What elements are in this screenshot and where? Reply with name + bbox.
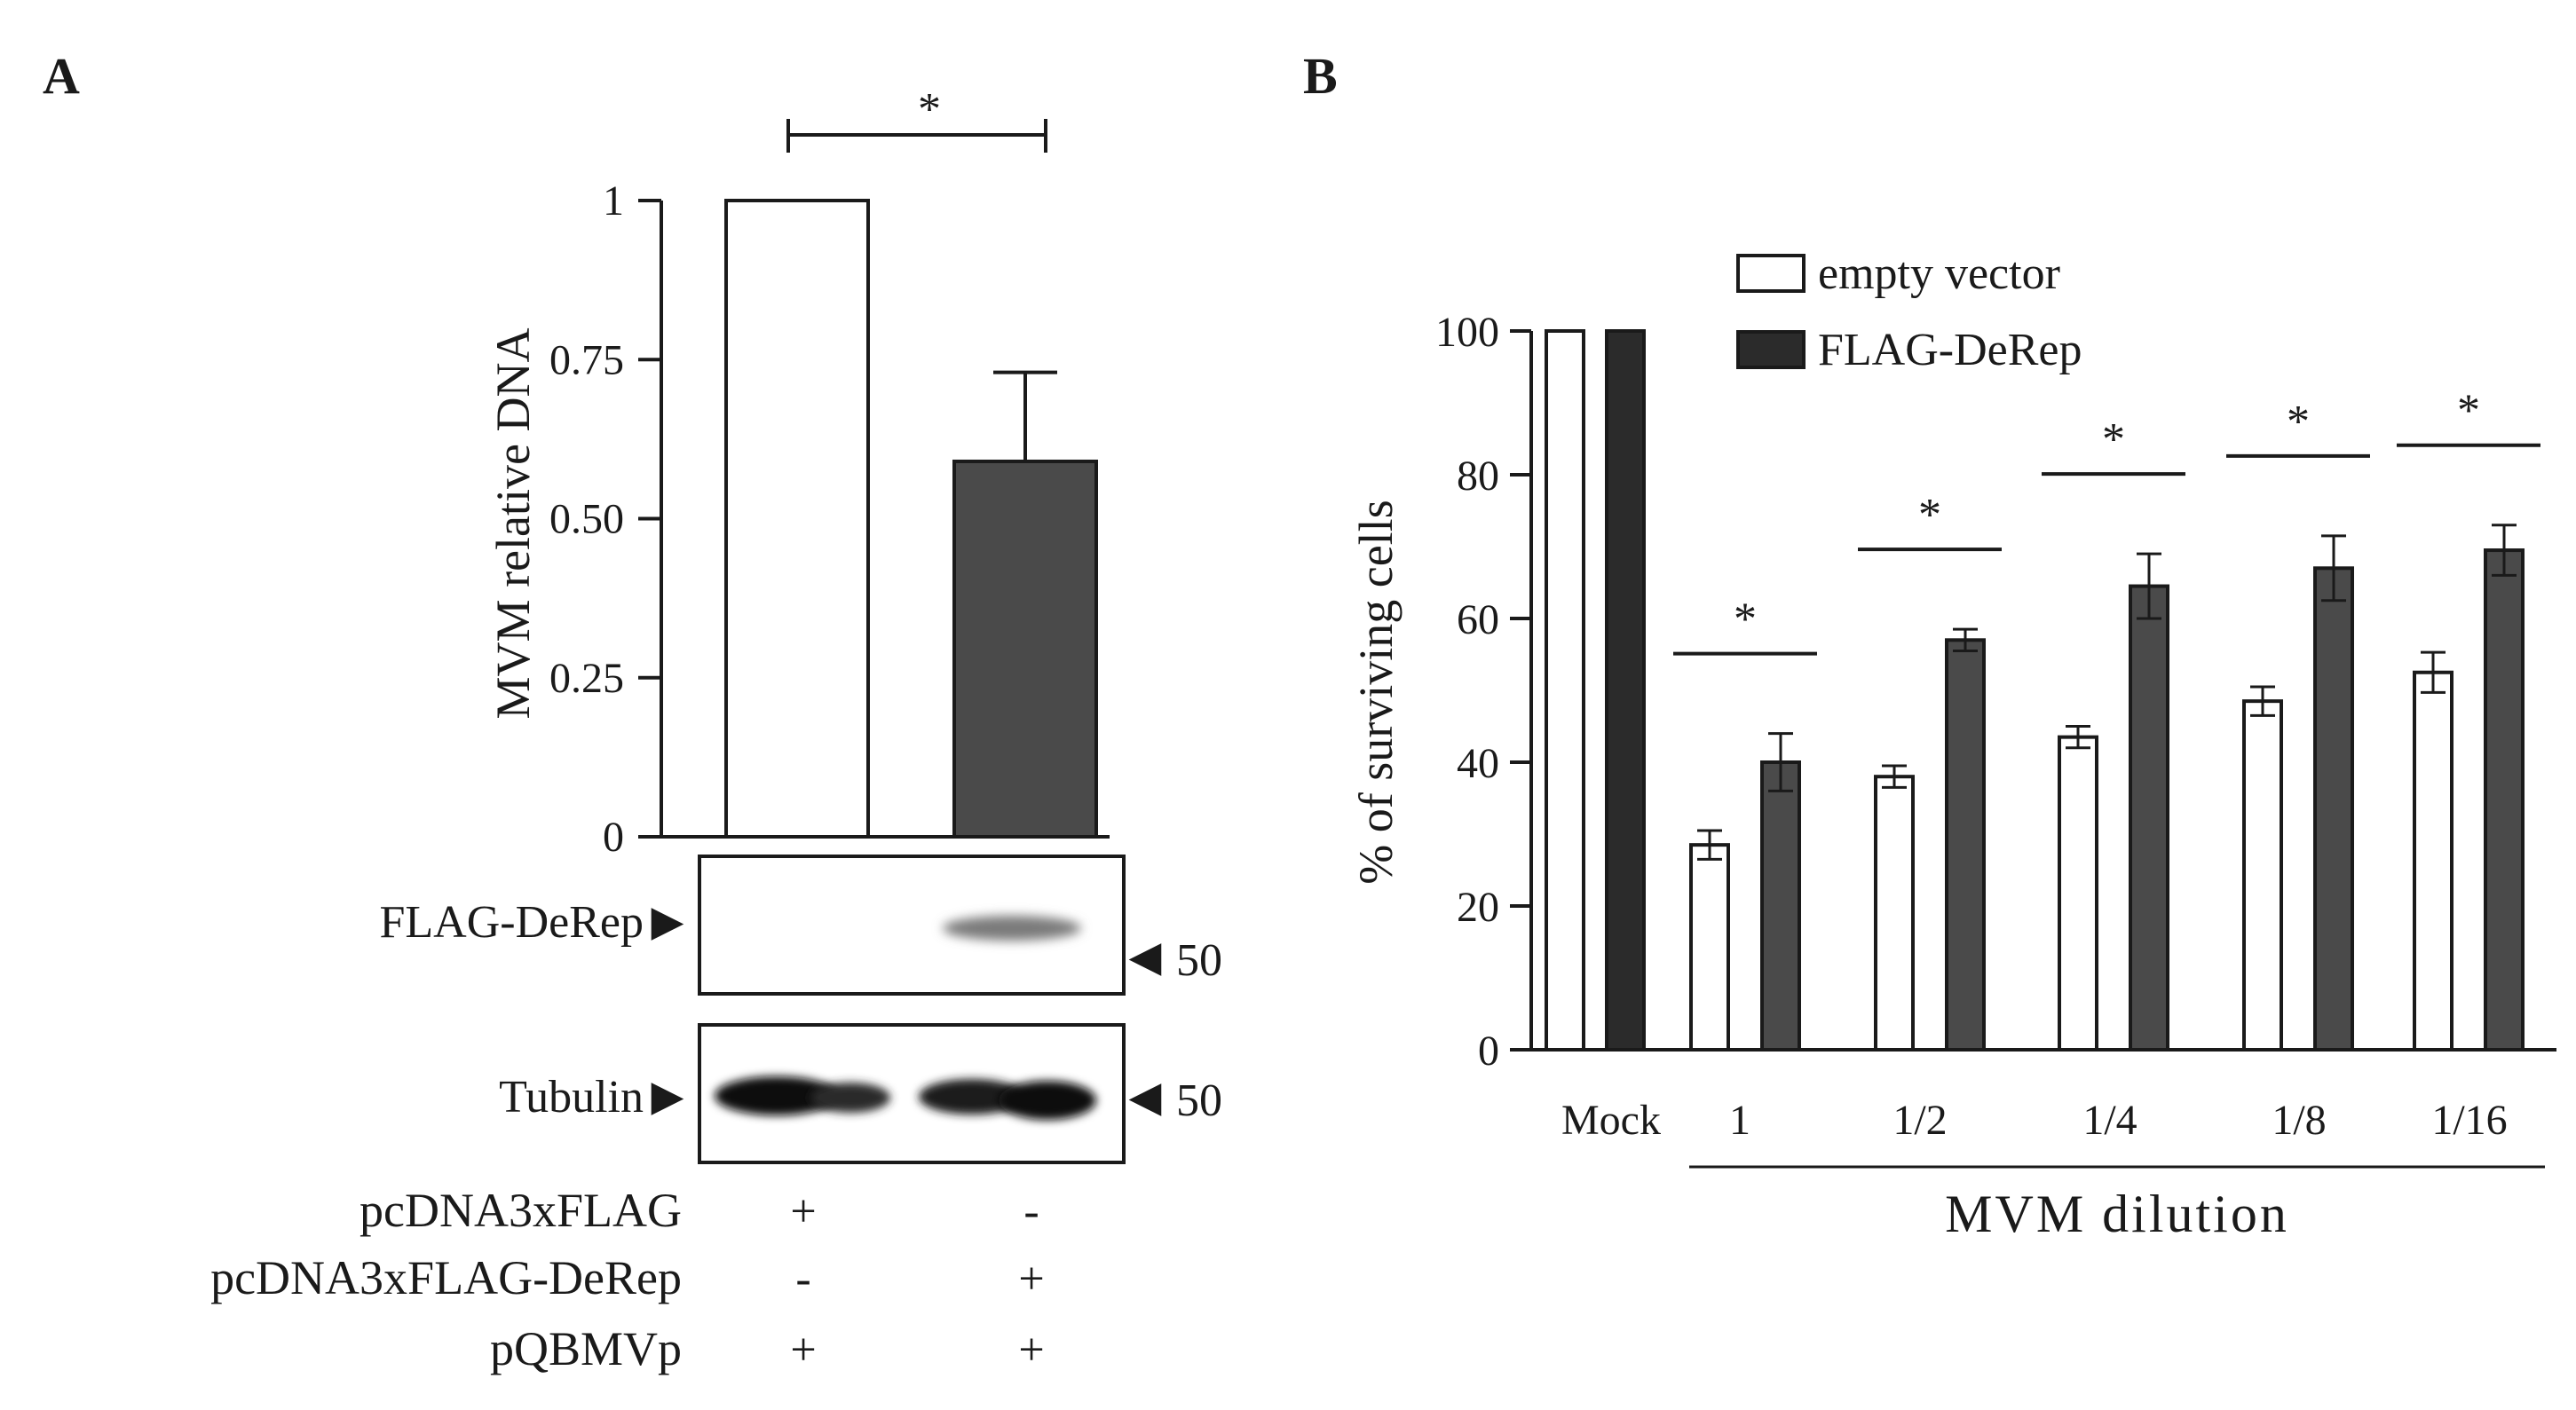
significance-star: * — [2102, 414, 2125, 465]
bar-empty-vector — [1689, 843, 1730, 1052]
condition-sign: - — [1023, 1186, 1039, 1237]
panel-b-axis: 0 20 40 60 80 100 — [1435, 309, 2556, 1075]
y-tick-label: 0 — [603, 814, 624, 861]
bar-flag-derep — [2313, 566, 2354, 1052]
x-tick-label: 1/4 — [2082, 1097, 2137, 1144]
legend-label-empty-vector: empty vector — [1818, 248, 2060, 299]
bar-flag-derep — [1945, 638, 1986, 1052]
pointer-arrow-icon: ▶ — [652, 898, 684, 945]
panel-b-significance: * * * * * — [1673, 386, 2540, 656]
bar-empty-vector — [2413, 670, 2454, 1052]
condition-label: pcDNA3xFLAG — [360, 1184, 682, 1237]
x-tick-label: 1/2 — [1892, 1097, 1947, 1144]
blot-flag-derep: FLAG-DeRep ▶ ◀ 50 — [379, 855, 1222, 996]
condition-table: pcDNA3xFLAG + - pcDNA3xFLAG-DeRep - + pQ… — [210, 1184, 1045, 1375]
y-tick-label: 0 — [1478, 1028, 1499, 1075]
y-tick-label: 0.25 — [549, 655, 624, 702]
panel-a: A MVM relative DNA 0 0.25 0.50 0.75 1 * FLAG… — [43, 47, 1222, 1375]
panel-b-label: B — [1303, 47, 1338, 105]
legend: empty vector FLAG-DeRep — [1736, 248, 2082, 375]
y-tick-label: 80 — [1457, 453, 1499, 500]
panel-a-bars — [724, 199, 1098, 839]
panel-a-label: A — [43, 47, 80, 105]
condition-sign: + — [790, 1325, 816, 1375]
significance-star: * — [1918, 490, 1941, 540]
legend-label-flag-derep: FLAG-DeRep — [1818, 325, 2082, 375]
y-tick-label: 0.50 — [549, 496, 624, 543]
condition-sign: + — [1018, 1325, 1044, 1375]
blot-band — [919, 1079, 1025, 1115]
y-tick-label: 100 — [1435, 309, 1499, 356]
condition-sign: + — [790, 1186, 816, 1237]
significance-star: * — [1734, 595, 1757, 645]
panel-a-axis: 0 0.25 0.50 0.75 1 — [549, 177, 1110, 861]
panel-b-bars — [1545, 329, 2525, 1052]
marker-arrow-icon: ◀ — [1129, 933, 1162, 981]
panel-a-significance: * — [786, 84, 1047, 153]
y-tick-label: 1 — [603, 177, 624, 224]
marker-arrow-icon: ◀ — [1129, 1074, 1162, 1121]
bar-flag-derep — [2484, 548, 2525, 1052]
blot-band — [999, 1081, 1096, 1120]
condition-label: pcDNA3xFLAG-DeRep — [210, 1251, 682, 1304]
condition-sign: + — [1018, 1254, 1044, 1304]
bar-empty-vector — [2242, 699, 2283, 1052]
legend-swatch-flag-derep — [1736, 330, 1806, 369]
bar-flag-derep — [2129, 584, 2169, 1052]
significance-star: * — [918, 84, 941, 135]
bar — [952, 459, 1098, 839]
blot-label: Tubulin — [499, 1072, 644, 1122]
panel-b: B % of surviving cells empty vector FLAG… — [1303, 47, 2556, 1243]
condition-sign: - — [795, 1254, 810, 1304]
x-tick-label: 1 — [1729, 1097, 1750, 1144]
x-tick-label: 1/16 — [2431, 1097, 2507, 1144]
blot-label: FLAG-DeRep — [379, 897, 644, 948]
condition-label: pQBMVp — [490, 1322, 682, 1375]
molecular-weight-marker: 50 — [1176, 1075, 1222, 1126]
blot-band — [715, 1076, 839, 1115]
bar-empty-vector — [1874, 775, 1915, 1052]
x-tick-label: 1/8 — [2272, 1097, 2326, 1144]
y-tick-label: 60 — [1457, 596, 1499, 643]
blot-band — [810, 1083, 890, 1113]
bar-flag-derep — [1605, 329, 1646, 1052]
bar-empty-vector — [1545, 329, 1585, 1052]
pointer-arrow-icon: ▶ — [652, 1073, 684, 1120]
significance-star: * — [2457, 386, 2480, 437]
panel-b-x-tick-labels: Mock 1 1/2 1/4 1/8 1/16 — [1561, 1097, 2508, 1144]
bar — [724, 199, 870, 839]
panel-a-y-axis-label: MVM relative DNA — [486, 328, 540, 720]
bar-empty-vector — [2058, 735, 2098, 1052]
significance-star: * — [2287, 397, 2310, 447]
blot-tubulin: Tubulin ▶ ◀ 50 — [499, 1023, 1222, 1164]
y-tick-label: 0.75 — [549, 336, 624, 383]
x-tick-label: Mock — [1561, 1097, 1661, 1144]
molecular-weight-marker: 50 — [1176, 935, 1222, 986]
y-tick-label: 20 — [1457, 884, 1499, 931]
y-tick-label: 40 — [1457, 740, 1499, 787]
panel-b-y-axis-label: % of surviving cells — [1349, 500, 1403, 884]
blot-band — [943, 916, 1081, 941]
bar-flag-derep — [1760, 760, 1801, 1052]
x-axis-label: MVM dilution — [1945, 1185, 2289, 1243]
legend-swatch-empty-vector — [1736, 254, 1806, 293]
